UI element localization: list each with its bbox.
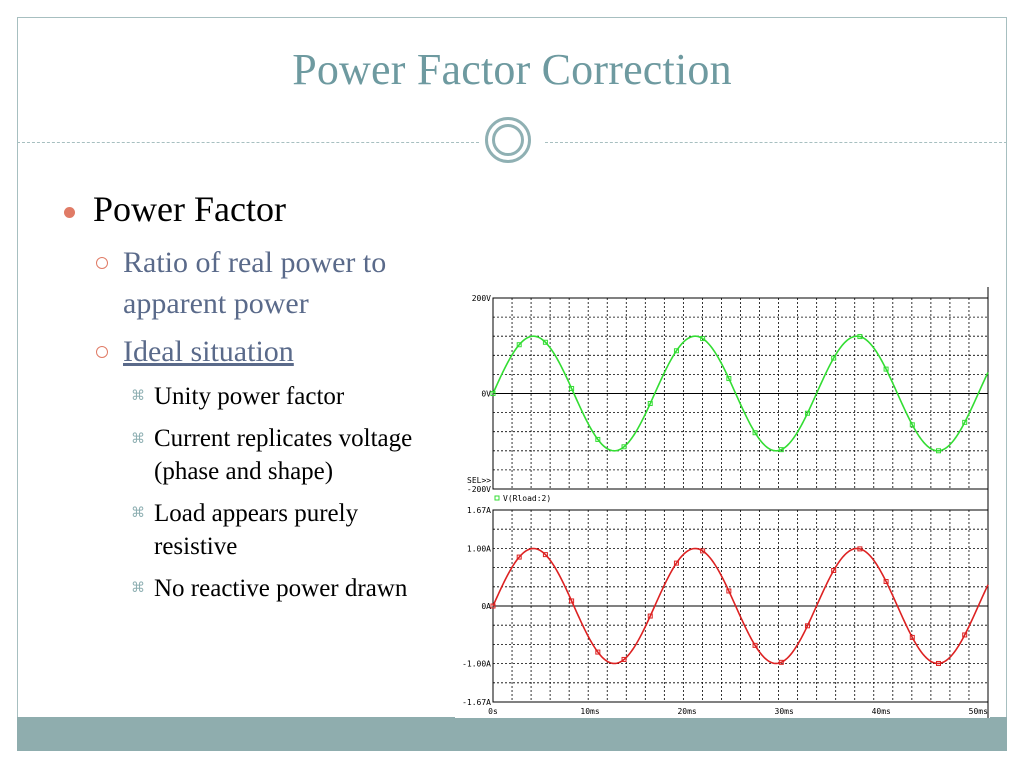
y-tick-label: 1.00A [467,545,491,554]
data-marker [831,567,837,573]
bullet-circle-icon [96,346,108,358]
bullet-star-icon: ⌘ [131,432,145,447]
data-marker [700,548,706,554]
data-marker [752,642,758,648]
x-tick-label: 30ms [775,707,794,716]
bullet-ideal-situation-link[interactable]: Ideal situation [123,335,294,368]
data-marker [569,385,575,391]
x-tick-label: 40ms [872,707,891,716]
data-marker [962,632,968,638]
y-tick-label: -1.00A [462,659,491,668]
data-marker [516,342,522,348]
bullet-ratio-line2: apparent power [123,287,309,320]
bullet-circle-icon [96,257,108,269]
data-marker [595,649,601,655]
slide-title: Power Factor Correction [292,45,732,94]
series-line-0 [492,335,989,452]
bullet-star-icon: ⌘ [131,581,145,596]
data-marker [778,447,784,453]
data-marker [909,634,915,640]
data-marker [516,554,522,560]
data-marker [962,419,968,425]
bullet-unity-power-factor: Unity power factor [154,383,345,410]
data-marker [857,334,863,340]
data-marker [647,401,653,407]
data-marker [700,336,706,342]
y-tick-label: -200V [467,485,491,494]
data-marker [595,436,601,442]
data-marker [673,560,679,566]
data-marker [490,391,496,396]
footer-bar [17,717,1007,751]
data-marker [936,660,941,666]
bullet-current-replicates-line1: Current replicates voltage [154,425,413,452]
data-marker [804,623,810,629]
data-marker [936,448,941,454]
data-marker [883,579,889,585]
data-marker [857,546,863,552]
data-marker [647,613,653,619]
legend-marker [494,495,500,501]
selector-label: SEL>> [467,476,491,485]
bullet-no-reactive-power: No reactive power drawn [154,575,408,602]
bullet-load-resistive-line2: resistive [154,533,238,560]
title-divider-right [545,142,1007,143]
data-marker [621,444,627,450]
y-tick-label: 1.67A [467,506,491,515]
bullet-ratio-line1: Ratio of real power to [123,246,387,279]
title-divider-left [17,142,479,143]
data-marker [542,552,548,558]
legend-label: V(Rload:2) [503,494,551,503]
y-tick-label: 200V [472,294,491,303]
data-marker [778,659,784,665]
x-tick-label: 10ms [580,707,599,716]
data-marker [673,348,679,354]
data-marker [621,656,627,662]
data-marker [569,598,575,604]
bullet-star-icon: ⌘ [131,506,145,521]
x-tick-label: 20ms [677,707,696,716]
data-marker [831,355,837,361]
y-tick-label: -1.67A [462,698,491,707]
data-marker [726,376,732,382]
bullet-star-icon: ⌘ [131,389,145,404]
data-marker [752,430,758,436]
data-marker [542,339,548,345]
x-tick-label: 0s [488,707,498,716]
y-tick-label: 0A [481,602,491,611]
bullet-dot-icon [64,207,75,218]
series-line-1 [492,547,989,665]
data-marker [490,603,496,609]
data-marker [726,588,732,594]
bullet-load-resistive-line1: Load appears purely [154,500,359,527]
bullet-current-replicates-line2: (phase and shape) [154,458,334,485]
bullet-power-factor: Power Factor [93,189,286,229]
y-tick-label: 0V [481,390,491,399]
data-marker [804,410,810,416]
x-tick-label: 50ms [969,707,988,716]
waveform-plot: 200V 0V -200V SEL>> V(Rload:2) 1.67A 1.00A 0A -1… [455,287,990,718]
data-marker [909,422,915,428]
divider-ring-icon [485,117,531,163]
data-marker [883,366,889,372]
